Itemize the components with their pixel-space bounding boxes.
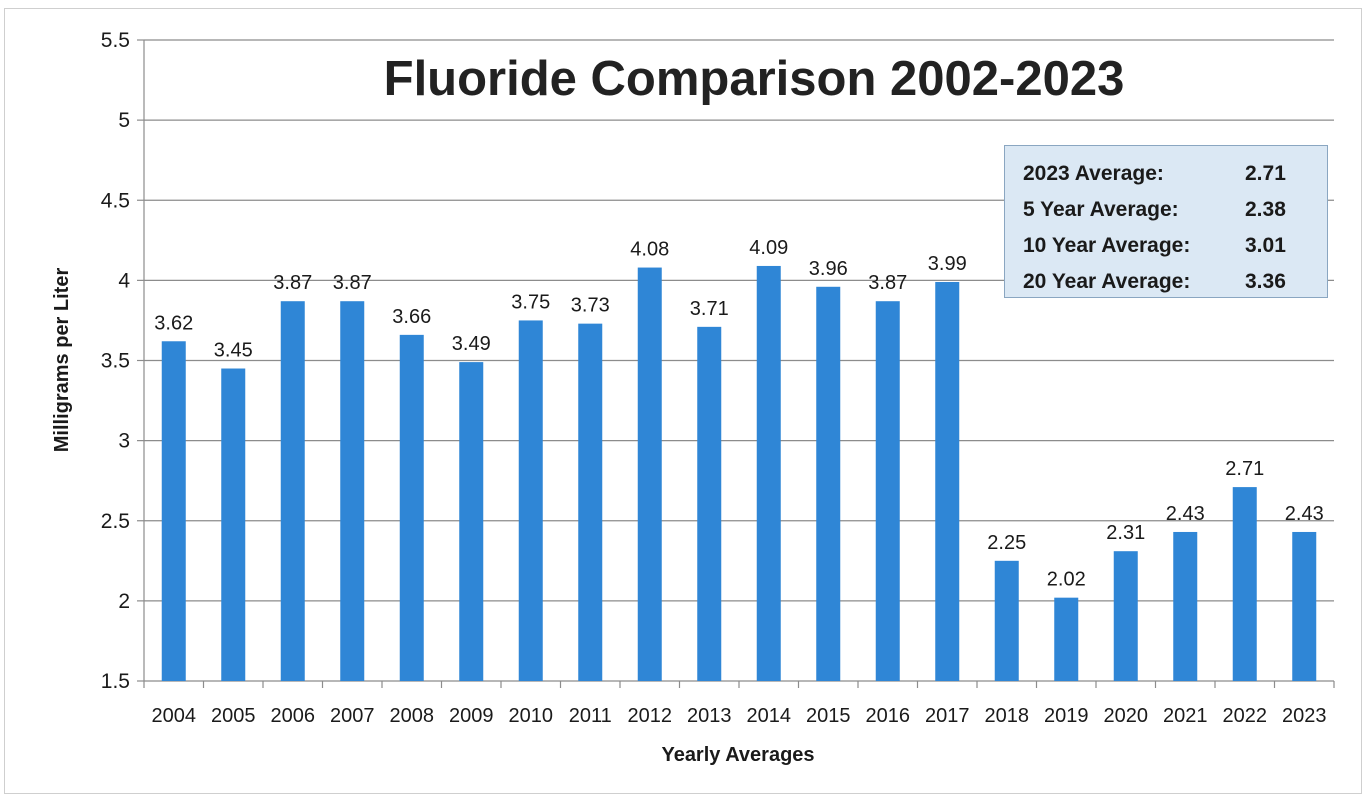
gridlines (137, 39, 1335, 688)
bar-2015 (816, 286, 841, 681)
bar-2011 (578, 323, 603, 681)
bar-value-label: 3.87 (868, 272, 907, 294)
bar-2009 (459, 362, 484, 681)
y-axis-title: Milligrams per Liter (51, 268, 73, 453)
bar-2010 (518, 320, 543, 681)
bar-2007 (340, 301, 365, 681)
stat-value: 2.38 (1245, 198, 1286, 221)
bar-2022 (1232, 487, 1257, 681)
bar-2023 (1292, 531, 1317, 681)
bar-2021 (1173, 531, 1198, 681)
stat-value: 3.01 (1245, 234, 1286, 257)
bar-value-label: 2.25 (987, 532, 1026, 554)
y-axis-ticks: 1.5 2 2.5 3 3.5 4 4.5 5 5.5 (101, 29, 131, 693)
bar-2019 (1054, 597, 1079, 681)
stat-row-2023: 2023 Average: 2.71 (1023, 159, 1327, 195)
bars (161, 265, 1317, 681)
bar-2017 (935, 281, 960, 681)
y-tick-label: 2.5 (101, 510, 130, 533)
x-tick-label: 2009 (449, 705, 494, 727)
stat-label: 10 Year Average: (1023, 234, 1191, 257)
y-tick-label: 3 (118, 430, 130, 453)
stat-row-10-year: 10 Year Average: 3.01 (1023, 231, 1327, 267)
bar-2006 (280, 301, 305, 681)
x-tick-label: 2017 (925, 705, 970, 727)
x-tick-label: 2010 (509, 705, 554, 727)
x-tick-label: 2021 (1163, 705, 1208, 727)
bar-value-label: 2.02 (1047, 569, 1086, 591)
stat-row-5-year: 5 Year Average: 2.38 (1023, 195, 1327, 231)
x-tick-label: 2008 (390, 705, 435, 727)
bar-value-label: 2.43 (1285, 503, 1324, 525)
chart-title: Fluoride Comparison 2002-2023 (384, 52, 1125, 106)
bar-value-label: 3.87 (333, 272, 372, 294)
x-tick-label: 2023 (1282, 705, 1327, 727)
x-tick-label: 2014 (747, 705, 792, 727)
stat-row-20-year: 20 Year Average: 3.36 (1023, 267, 1327, 303)
bar-value-label: 4.08 (630, 239, 669, 261)
chart-frame (4, 8, 1362, 794)
bar-value-label: 2.43 (1166, 503, 1205, 525)
bar-value-label: 3.66 (392, 306, 431, 328)
bar-value-label: 3.87 (273, 272, 312, 294)
x-tick-label: 2012 (628, 705, 673, 727)
x-tick-label: 2007 (330, 705, 375, 727)
x-tick-label: 2011 (569, 705, 612, 727)
y-tick-label: 4.5 (101, 189, 130, 212)
averages-annotation-box: 2023 Average: 2.71 5 Year Average: 2.38 … (1004, 145, 1328, 298)
y-tick-label: 1.5 (101, 670, 130, 693)
bar-2004 (161, 341, 186, 681)
bar-value-label: 3.73 (571, 295, 610, 317)
stat-label: 20 Year Average: (1023, 270, 1191, 293)
bar-2020 (1113, 551, 1138, 681)
bar-2016 (875, 301, 900, 681)
x-axis-title: Yearly Averages (661, 744, 814, 766)
bar-value-label: 3.62 (154, 312, 193, 334)
bar-2014 (756, 265, 781, 681)
bar-value-label: 3.49 (452, 333, 491, 355)
x-tick-label: 2013 (687, 705, 732, 727)
bar-value-label: 4.09 (749, 237, 788, 259)
y-tick-label: 3.5 (101, 350, 130, 373)
stat-value: 3.36 (1245, 270, 1286, 293)
bar-value-label: 3.45 (214, 340, 253, 362)
y-tick-label: 2 (118, 590, 130, 613)
bar-2005 (221, 368, 246, 681)
stat-label: 2023 Average: (1023, 162, 1164, 185)
stat-value: 2.71 (1245, 162, 1286, 185)
bar-2012 (637, 267, 662, 681)
x-tick-label: 2022 (1223, 705, 1268, 727)
y-tick-label: 4 (118, 269, 130, 292)
x-axis-ticks: 2004 2005 2006 2007 2008 2009 2010 2011 2012 2013… (152, 705, 1327, 727)
bar-value-label: 3.96 (809, 258, 848, 280)
x-tick-label: 2019 (1044, 705, 1089, 727)
bar-value-label: 3.71 (690, 298, 729, 320)
x-tick-label: 2005 (211, 705, 256, 727)
bar-value-label: 2.31 (1106, 522, 1145, 544)
x-tick-label: 2006 (271, 705, 316, 727)
x-tick-label: 2020 (1104, 705, 1149, 727)
bar-value-label: 3.75 (511, 291, 550, 313)
bar-value-label: 3.99 (928, 253, 967, 275)
bar-2008 (399, 334, 424, 681)
y-tick-label: 5.5 (101, 29, 130, 52)
x-tick-label: 2015 (806, 705, 851, 727)
bar-2013 (697, 326, 722, 681)
x-tick-label: 2018 (985, 705, 1030, 727)
bar-value-label: 2.71 (1225, 458, 1264, 480)
bar-value-labels: 3.62 3.45 3.87 3.87 3.66 3.49 3.75 3.73 4.08 3.71… (154, 237, 1323, 591)
x-tick-label: 2016 (866, 705, 911, 727)
bar-2018 (994, 560, 1019, 681)
x-tick-label: 2004 (152, 705, 197, 727)
stat-label: 5 Year Average: (1023, 198, 1179, 221)
y-tick-label: 5 (118, 109, 130, 132)
